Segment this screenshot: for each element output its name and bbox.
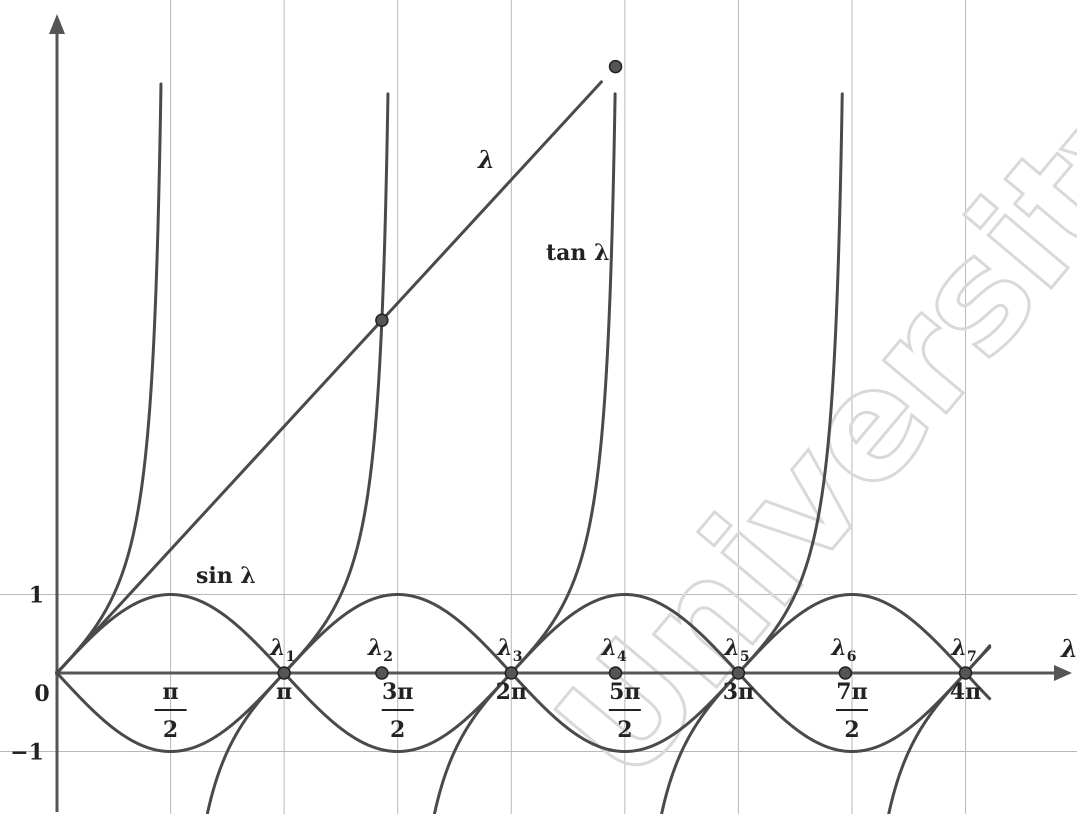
x-tick-label-4: 2π [496,679,527,705]
watermark-text: University [524,40,1077,813]
marked-point-2 [608,59,623,74]
y-tick-label-2: −1 [10,740,44,766]
x-tick-label-8: 4π [950,679,981,705]
x-tick-numerator-3: 3π [382,679,413,705]
x-tick-denominator-1: 2 [163,717,178,743]
tangent-branch-5 [887,644,992,814]
marked-point-3 [277,666,291,680]
series-label-sin: sin λ [196,563,256,589]
x-tick-label-2: π [276,679,292,705]
point-label-lambda-7: λ7 [951,635,977,665]
tangent-branch-2 [205,92,390,814]
x-tick-denominator-3: 2 [390,717,405,743]
y-axis-arrow-icon [49,14,65,34]
line-lambda-curve [55,80,603,675]
tangent-branch-1 [55,82,163,675]
origin-label: 0 [34,681,49,707]
marked-point-9 [958,666,973,680]
marked-point-8 [838,666,853,680]
x-tick-numerator-1: π [163,679,179,705]
series-labels: sin λ tan λ λ [196,145,610,589]
point-label-lambda-3: λ3 [496,635,522,665]
x-tick-numerator-5: 5π [609,679,640,705]
x-tick-denominator-7: 2 [844,717,859,743]
y-tick-label-1: 1 [29,583,44,609]
axes [49,14,1072,812]
marked-point-7 [731,666,746,680]
x-tick-label-6: 3π [723,679,754,705]
x-axis-label: λ [1060,634,1077,663]
marked-point-4 [375,666,389,680]
marked-points [277,59,973,680]
negative-sine-curve [55,593,992,753]
vertical-grid-lines [170,0,967,814]
marked-point-1 [375,313,389,328]
x-tick-numerator-7: 7π [836,679,867,705]
x-tick-denominator-5: 2 [617,717,632,743]
series-label-tan: tan λ [546,240,610,266]
x-axis-arrow-icon [1054,665,1072,681]
marked-point-5 [504,666,519,680]
point-label-lambda-1: λ1 [269,635,295,665]
tangent-branch-3 [433,92,617,814]
curves [55,80,992,814]
marked-point-6 [608,666,623,680]
point-label-lambda-2: λ2 [367,635,393,665]
series-label-lambda: λ [477,145,495,174]
point-label-lambda-6: λ6 [830,635,856,665]
